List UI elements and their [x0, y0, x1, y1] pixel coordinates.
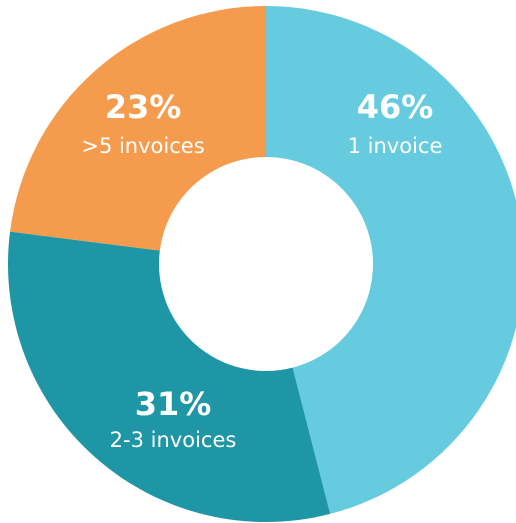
labels-group: 46% 1 invoice 31% 2-3 invoices 23% >5 invoice…: [81, 88, 442, 452]
slice-5-plus-invoices-percent-label: 23%: [105, 88, 182, 126]
slice-2-3-invoices-category-label: 2-3 invoices: [110, 428, 237, 452]
slice-5-plus-invoices: [10, 6, 266, 251]
slice-1-invoice-category-label: 1 invoice: [348, 134, 443, 158]
slice-2-3-invoices-percent-label: 31%: [135, 385, 212, 423]
slices-group: [7, 6, 516, 522]
slice-5-plus-invoices-category-label: >5 invoices: [81, 134, 204, 158]
slice-1-invoice-percent-label: 46%: [357, 88, 434, 126]
slice-2-3-invoices: [7, 231, 331, 522]
slice-1-invoice: [266, 6, 516, 514]
